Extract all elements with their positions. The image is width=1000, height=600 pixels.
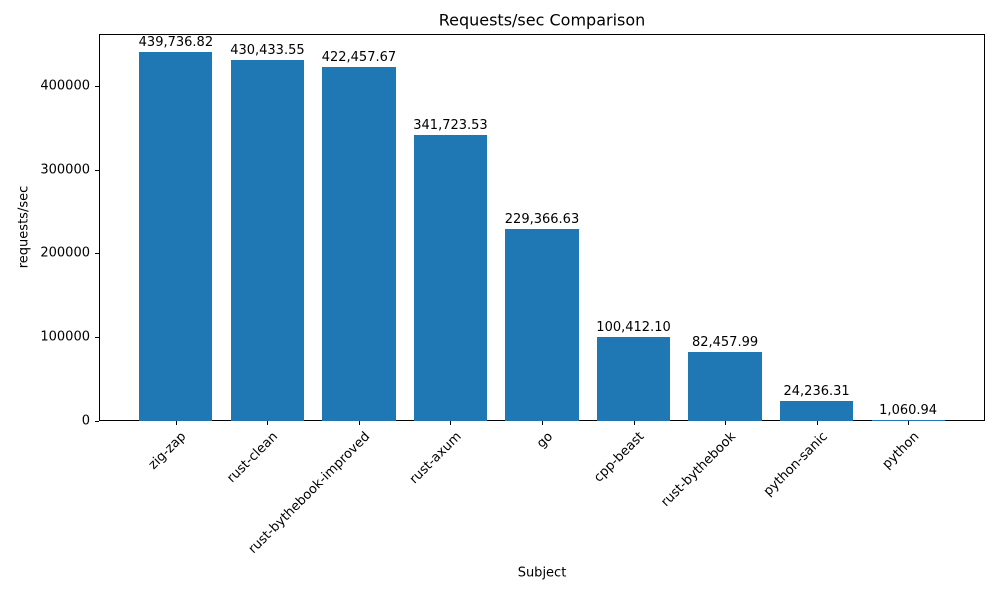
bar-value-label: 430,433.55 (230, 43, 305, 58)
bar-value-label: 100,412.10 (596, 320, 671, 335)
bar-value-label: 439,736.82 (138, 35, 214, 50)
x-tick-mark (542, 421, 543, 425)
y-tick-mark (95, 421, 99, 422)
x-tick-mark (450, 421, 452, 425)
y-tick-label: 0 (81, 413, 90, 429)
x-tick-label: python-sanic (760, 429, 831, 500)
y-tick-label: 100000 (40, 329, 90, 345)
bar (139, 52, 213, 421)
x-tick-label: rust-clean (224, 429, 282, 486)
bar (688, 352, 762, 421)
x-tick-label: go (533, 429, 556, 452)
x-tick-mark (633, 421, 635, 425)
bar-value-label: 24,236.31 (783, 384, 850, 399)
bar-value-label: 341,723.53 (413, 118, 488, 133)
x-tick-label: rust-bythebook (658, 429, 739, 510)
x-tick-mark (267, 421, 269, 425)
bar-value-label: 422,457.67 (321, 50, 397, 65)
bar-value-label: 82,457.99 (691, 335, 759, 350)
bar (505, 229, 579, 421)
x-tick-mark (175, 421, 177, 425)
y-tick-mark (95, 337, 99, 339)
x-tick-label: rust-axum (406, 429, 465, 488)
bar (871, 420, 945, 421)
x-axis-label: Subject (517, 565, 567, 581)
bar-value-label: 229,366.63 (504, 212, 580, 227)
chart-title: Requests/sec Comparison (438, 10, 646, 30)
bar (779, 401, 854, 421)
y-tick-label: 200000 (40, 245, 90, 261)
x-tick-label: python (879, 429, 923, 473)
x-tick-label: cpp-beast (591, 429, 648, 486)
x-tick-label: zig-zap (146, 429, 190, 473)
y-tick-mark (95, 169, 99, 171)
x-tick-mark (908, 421, 910, 425)
bar (322, 67, 396, 421)
y-axis-label: requests/sec (16, 185, 32, 269)
bar (230, 60, 305, 421)
y-tick-label: 300000 (40, 162, 90, 178)
bar (596, 337, 671, 421)
y-tick-mark (95, 85, 99, 87)
x-tick-mark (358, 421, 360, 425)
bar-value-label: 1,060.94 (879, 403, 938, 418)
y-tick-label: 400000 (40, 78, 90, 94)
x-tick-mark (725, 421, 727, 425)
y-tick-mark (95, 253, 99, 255)
x-tick-mark (816, 421, 818, 425)
bar (413, 135, 488, 421)
